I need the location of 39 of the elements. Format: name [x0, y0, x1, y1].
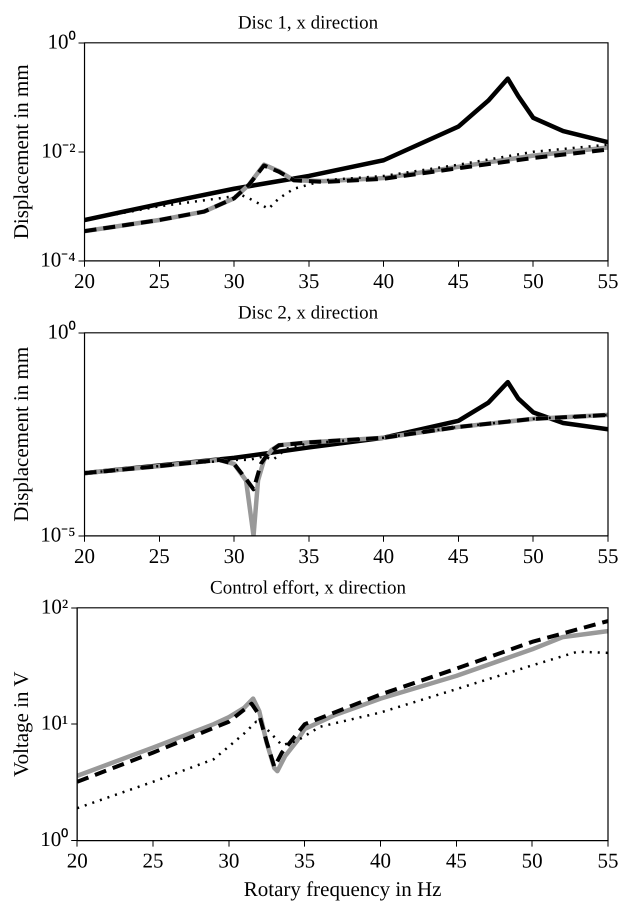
x-tick-label: 55 — [598, 544, 618, 568]
x-tick-label: 55 — [598, 848, 618, 873]
x-tick-label: 20 — [74, 268, 96, 293]
y-tick-label: 10² — [40, 594, 68, 618]
x-tick-label: 35 — [298, 544, 320, 568]
chart-title: Disc 2, x direction — [238, 302, 379, 324]
y-tick-label: 10¹ — [40, 710, 68, 735]
y-tick-label: 10⁰ — [48, 29, 76, 54]
x-tick-label: 55 — [598, 268, 618, 293]
x-tick-label: 45 — [448, 544, 469, 568]
x-axis-title: Rotary frequency in Hz — [244, 876, 442, 901]
chart-title: Disc 1, x direction — [238, 12, 379, 34]
x-tick-label: 50 — [522, 544, 544, 568]
x-tick-label: 30 — [218, 848, 240, 873]
x-tick-label: 50 — [522, 848, 543, 873]
x-tick-label: 35 — [294, 848, 316, 873]
x-tick-label: 45 — [448, 268, 469, 293]
x-tick-label: 30 — [224, 544, 245, 568]
y-tick-label: 10⁻⁴ — [40, 247, 76, 272]
y-tick-label: 10⁰ — [48, 319, 76, 344]
x-tick-label: 45 — [446, 848, 467, 873]
x-tick-label: 25 — [148, 544, 170, 568]
x-tick-label: 20 — [74, 544, 96, 568]
x-tick-label: 30 — [224, 268, 245, 293]
x-tick-label: 25 — [142, 848, 164, 873]
x-tick-label: 40 — [370, 848, 392, 873]
y-axis-title: Voltage in V — [9, 672, 34, 777]
x-tick-label: 40 — [373, 268, 394, 293]
x-tick-label: 35 — [298, 268, 320, 293]
y-tick-label: 10⁰ — [40, 827, 68, 852]
x-tick-label: 20 — [66, 848, 88, 873]
y-axis-title: Displacement in mm — [9, 64, 34, 240]
x-tick-label: 40 — [373, 544, 394, 568]
x-tick-label: 50 — [522, 268, 544, 293]
x-tick-label: 25 — [148, 268, 170, 293]
y-tick-label: 10⁻² — [41, 138, 76, 162]
chart-title: Control effort, x direction — [210, 577, 406, 598]
y-axis-title: Displacement in mm — [9, 346, 34, 522]
y-tick-label: 10⁻⁵ — [40, 522, 76, 546]
